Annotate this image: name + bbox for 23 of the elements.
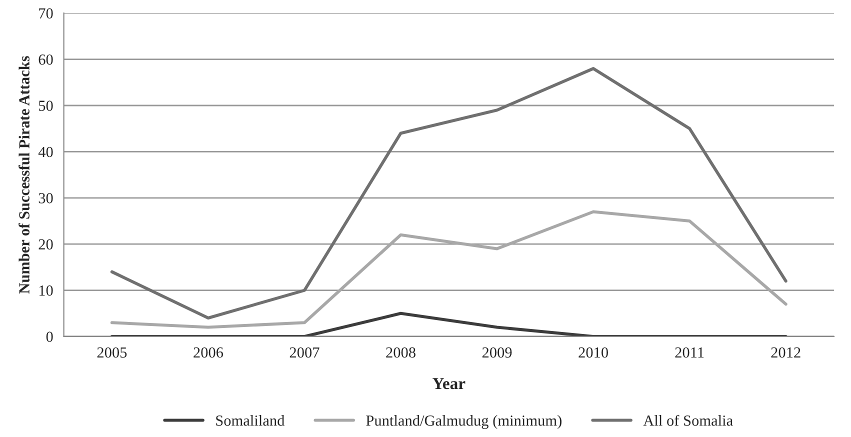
x-tick-label: 2007 [290,347,320,358]
y-tick-label: 30 [38,193,53,204]
legend-label: All of Somalia [643,414,733,426]
legend-label: Puntland/Galmudug (minimum) [366,415,562,429]
x-tick-label: 2006 [194,347,224,358]
x-tick-label: 2010 [578,347,608,358]
x-tick-label: 2009 [482,347,512,358]
line-series [110,67,788,320]
y-axis-title: Number of Successful Pirate Attacks [18,56,30,294]
y-tick-label: 70 [39,8,53,19]
x-tick-label: 2008 [386,347,416,358]
y-tick-label: 60 [38,54,53,65]
line-series [110,210,788,329]
x-tick-label: 2005 [97,347,127,358]
x-axis-title: Year [432,378,466,390]
y-tick-label: 40 [38,146,53,158]
y-tick-label: 20 [38,239,53,250]
x-tick-label: 2011 [675,347,704,358]
y-tick-label: 0 [46,332,53,342]
y-tick-label: 50 [39,100,53,111]
x-tick-label: 2012 [771,347,800,358]
legend-label: Somaliland [216,415,285,426]
y-tick-label: 10 [39,285,53,296]
